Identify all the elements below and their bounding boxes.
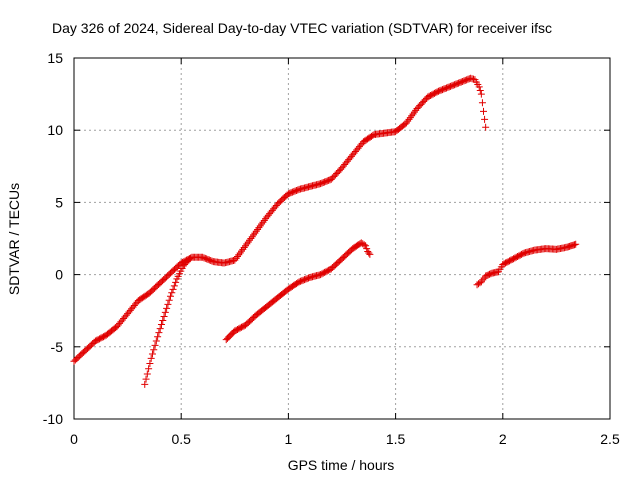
data-point-interp (155, 329, 163, 337)
data-point-interp (476, 279, 484, 287)
data-point-interp (481, 115, 489, 123)
data-point-interp (233, 253, 241, 261)
y-tick-label: 10 (47, 122, 63, 138)
data-point (186, 255, 194, 263)
data-points (70, 74, 580, 388)
data-point-interp (161, 308, 169, 316)
data-point-interp (232, 254, 240, 262)
data-point-interp (170, 282, 178, 290)
data-point-interp (157, 321, 165, 329)
axis-ticks (73, 57, 611, 420)
data-point-interp (163, 304, 171, 312)
data-point-interp (406, 114, 414, 122)
data-point-interp (151, 341, 159, 349)
data-point-interp (246, 236, 254, 244)
data-point-interp (251, 229, 259, 237)
x-tick-label: 2.5 (600, 431, 620, 447)
data-point-interp (254, 225, 262, 233)
data-point-interp (145, 365, 153, 373)
data-point-interp (152, 337, 160, 345)
y-tick-labels: -10 -5 0 5 10 15 (43, 50, 63, 427)
data-point (477, 90, 485, 98)
data-point-interp (143, 370, 151, 378)
data-point-interp (148, 350, 156, 358)
x-tick-label: 2 (499, 431, 507, 447)
data-point-interp (404, 117, 412, 125)
data-point-interp (248, 233, 256, 241)
data-point (402, 119, 410, 127)
data-point-interp (240, 244, 248, 252)
data-point-interp (184, 256, 192, 264)
data-point-interp (236, 249, 244, 257)
data-point (242, 242, 250, 250)
x-tick-labels: 0 0.5 1 1.5 2 2.5 (70, 431, 620, 447)
data-point-interp (260, 216, 268, 224)
data-point (572, 240, 580, 248)
data-point (362, 242, 370, 250)
data-point-interp (165, 296, 173, 304)
data-point-interp (365, 249, 373, 257)
data-point-interp (243, 240, 251, 248)
data-point-interp (169, 285, 177, 293)
data-point-interp (360, 241, 368, 249)
x-tick-label: 0 (70, 431, 78, 447)
data-point (147, 354, 155, 362)
data-point (166, 292, 174, 300)
data-point-interp (405, 115, 413, 123)
x-tick-label: 1 (285, 431, 293, 447)
data-point (160, 312, 168, 320)
y-tick-label: -10 (43, 411, 63, 427)
data-point-interp (408, 112, 416, 120)
data-point-interp (476, 86, 484, 94)
data-point-interp (247, 235, 255, 242)
data-point (231, 256, 239, 264)
data-point-interp (256, 222, 264, 230)
data-point-interp (259, 218, 267, 226)
data-point-interp (250, 231, 258, 239)
y-axis-label: SDTVAR / TECUs (6, 183, 22, 295)
data-point-interp (255, 224, 263, 232)
data-point-interp (409, 110, 417, 118)
data-point-interp (164, 300, 172, 308)
y-tick-label: 5 (55, 194, 63, 210)
data-point-interp (235, 251, 243, 259)
data-point (475, 83, 483, 91)
data-point-interp (156, 325, 164, 333)
data-point-interp (239, 245, 247, 253)
data-point-interp (142, 375, 150, 383)
data-point-interp (168, 289, 176, 297)
data-point-interp (238, 247, 245, 255)
data-point-interp (363, 245, 371, 253)
data-point (480, 107, 488, 115)
data-point-interp (159, 317, 167, 325)
data-point-interp (172, 278, 180, 286)
grid-lines (74, 58, 610, 419)
data-point (366, 250, 374, 258)
chart-title: Day 326 of 2024, Sidereal Day-to-day VTE… (52, 20, 552, 36)
data-point-interp (146, 360, 154, 368)
y-tick-label: 0 (55, 267, 63, 283)
y-tick-label: -5 (51, 339, 64, 355)
data-point-interp (258, 220, 266, 228)
data-point-interp (150, 346, 158, 354)
x-tick-label: 1.5 (386, 431, 406, 447)
data-point (252, 227, 260, 235)
x-axis-label: GPS time / hours (288, 457, 395, 473)
data-point (482, 123, 490, 131)
data-point-interp (410, 108, 418, 116)
data-point (154, 333, 162, 341)
x-tick-label: 0.5 (171, 431, 191, 447)
data-point-interp (244, 238, 252, 246)
plot-frame (73, 57, 611, 420)
y-tick-label: 15 (47, 50, 63, 66)
data-point (141, 380, 149, 388)
data-point-interp (478, 99, 486, 107)
